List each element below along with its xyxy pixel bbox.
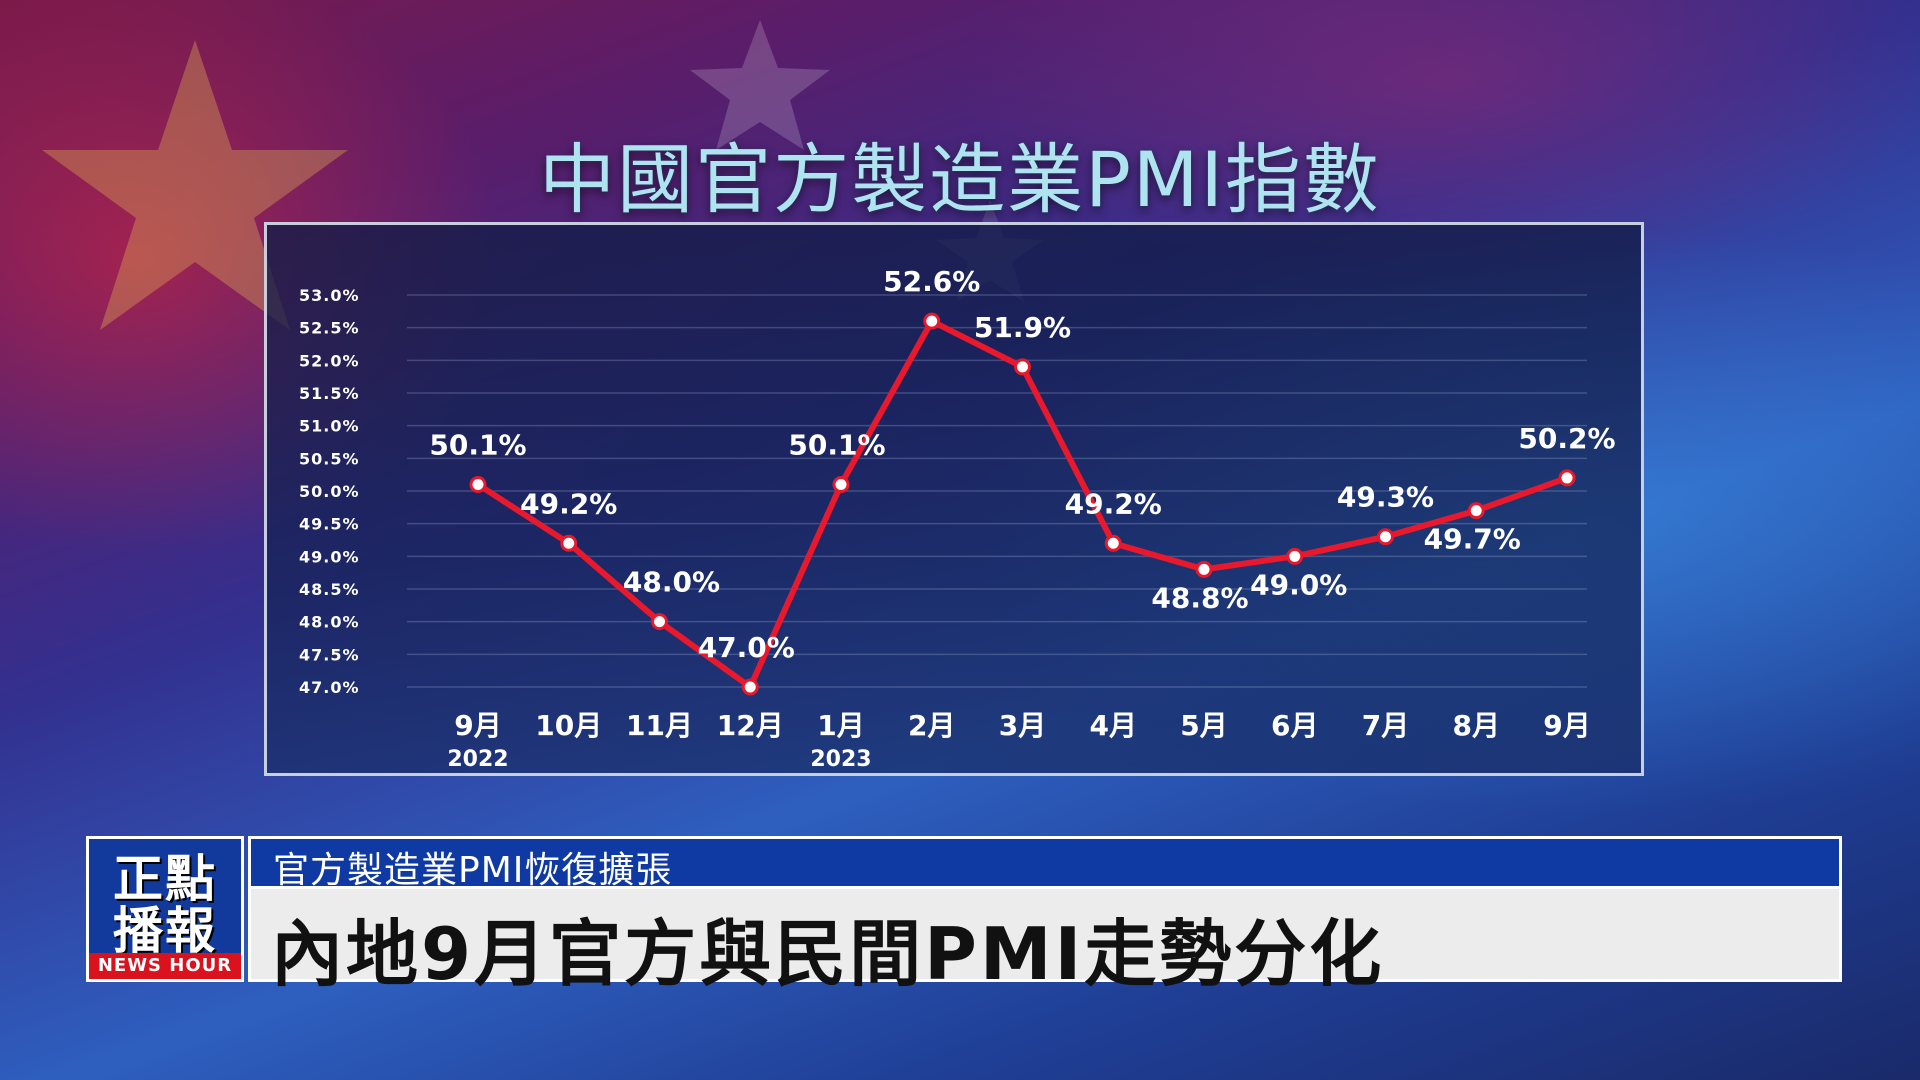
y-tick-label: 49.5% — [299, 515, 360, 534]
data-point — [741, 678, 759, 696]
sub-headline-bar: 官方製造業PMI恢復擴張 — [248, 836, 1842, 891]
sub-headline: 官方製造業PMI恢復擴張 — [273, 850, 673, 891]
y-tick-label: 47.5% — [299, 645, 360, 664]
data-point — [1195, 560, 1213, 578]
x-tick-label: 12月 — [717, 709, 784, 742]
chart-panel: 53.0% 52.5% 52.0% 51.5% 51.0% 50.5% 50.0% 49.5%… — [264, 222, 1644, 776]
data-point — [1014, 358, 1031, 376]
x-tick-label: 1月 — [817, 709, 864, 742]
data-points — [469, 312, 1576, 696]
data-point — [1377, 528, 1394, 546]
x-tick-label: 3月 — [999, 709, 1046, 742]
main-headline: 內地9月官方與民間PMI走勢分化 — [271, 912, 1385, 996]
page-title: 中國官方製造業PMI指數 — [539, 135, 1381, 224]
small-star-icon — [690, 20, 830, 150]
logo-subtitle: NEWS HOUR — [89, 953, 241, 979]
data-label: 48.0% — [623, 566, 720, 599]
x-tick-label: 2月 — [908, 709, 955, 742]
data-label: 51.9% — [974, 311, 1071, 344]
news-hour-logo: 正點 播報 NEWS HOUR — [86, 836, 244, 982]
x-tick-label: 4月 — [1090, 709, 1137, 742]
main-headline-bar: 內地9月官方與民間PMI走勢分化 — [248, 886, 1842, 996]
data-label: 49.3% — [1337, 481, 1434, 514]
y-tick-label: 53.0% — [299, 286, 360, 305]
data-label: 47.0% — [698, 631, 795, 664]
data-point — [1467, 502, 1485, 520]
data-point — [651, 613, 668, 631]
y-tick-label: 48.0% — [299, 613, 360, 632]
x-tick-label: 7月 — [1362, 709, 1409, 742]
data-label: 48.8% — [1151, 581, 1248, 614]
logo-text-line1: 正點 — [113, 850, 217, 908]
grid-layer — [407, 294, 1587, 688]
y-tick-label: 52.0% — [299, 351, 360, 370]
x-tick-label: 6月 — [1271, 709, 1318, 742]
x-year-label: 2023 — [810, 747, 871, 772]
y-tick-label: 51.5% — [299, 384, 360, 403]
x-tick-label: 10月 — [535, 709, 602, 742]
data-point — [469, 475, 487, 493]
data-label: 50.2% — [1518, 422, 1615, 455]
data-label: 50.1% — [788, 428, 885, 461]
data-point — [1104, 534, 1122, 552]
data-point — [1558, 469, 1576, 487]
y-tick-label: 48.5% — [299, 580, 360, 599]
data-label: 49.2% — [520, 487, 617, 520]
data-point — [923, 312, 941, 330]
pmi-line-chart: 53.0% 52.5% 52.0% 51.5% 51.0% 50.5% 50.0% 49.5%… — [299, 265, 1616, 772]
x-tick-label: 11月 — [626, 709, 693, 742]
large-star-icon — [42, 40, 348, 330]
logo-text-line2: 播報 — [113, 902, 217, 960]
data-label: 49.7% — [1424, 523, 1521, 556]
y-tick-label: 52.5% — [299, 319, 360, 338]
x-tick-label: 8月 — [1453, 709, 1500, 742]
y-tick-label: 50.0% — [299, 482, 360, 501]
data-labels: 50.1% 49.2% 48.0% 47.0% 50.1% 52.6% 51.9% 49.2%… — [429, 265, 1615, 664]
data-label: 49.0% — [1250, 568, 1347, 601]
x-year-label: 2022 — [447, 747, 508, 772]
y-tick-label: 47.0% — [299, 678, 360, 697]
y-tick-label: 49.0% — [299, 547, 360, 566]
data-label: 50.1% — [429, 428, 526, 461]
x-axis-ticks: 9月 10月 11月 12月 1月 2月 3月 4月 5月 6月 7月 8月 9月 2022 2023 — [447, 709, 1590, 772]
data-label: 52.6% — [883, 265, 980, 298]
y-tick-label: 51.0% — [299, 417, 360, 436]
news-lower-third: 正點 播報 NEWS HOUR 官方製造業PMI恢復擴張 內地9月官方與民間PM… — [86, 836, 1842, 996]
y-axis-ticks: 53.0% 52.5% 52.0% 51.5% 51.0% 50.5% 50.0% 49.5%… — [299, 286, 360, 697]
x-tick-label: 5月 — [1180, 709, 1227, 742]
x-tick-label: 9月 — [1543, 709, 1590, 742]
data-point — [560, 534, 578, 552]
x-tick-label: 9月 — [454, 709, 501, 742]
y-tick-label: 50.5% — [299, 449, 360, 468]
data-point — [832, 475, 850, 493]
data-point — [1286, 547, 1304, 565]
data-label: 49.2% — [1065, 487, 1162, 520]
